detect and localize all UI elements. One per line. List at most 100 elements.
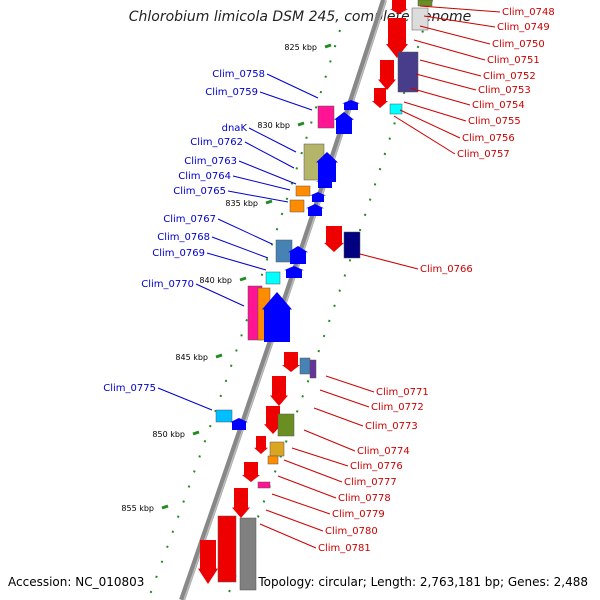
gene-label-reverse: Clim_0776 — [350, 461, 403, 472]
kbp-tick-mark — [265, 199, 273, 205]
kbp-tick-mark — [161, 504, 169, 510]
gene-label-reverse: Clim_0777 — [344, 477, 397, 488]
leader-line — [265, 509, 324, 532]
leader-line — [399, 109, 461, 139]
gene-clim-0772b — [309, 359, 317, 379]
leader-line — [319, 389, 370, 408]
leader-line — [211, 236, 269, 259]
gene-clim-0752 — [397, 51, 419, 93]
gene-clim-0769 — [265, 271, 281, 285]
gene-label-reverse: Clim_0771 — [376, 387, 429, 398]
leader-line — [227, 190, 289, 203]
leader-line — [277, 475, 337, 499]
kbp-tick-mark — [297, 121, 305, 127]
leader-line — [217, 218, 273, 245]
leader-line — [423, 15, 496, 28]
gene-label-forward: Clim_0770 — [141, 279, 194, 290]
gene-clim-0781b — [239, 517, 257, 591]
gene-clim-0766 — [324, 226, 344, 252]
gene-clim-0759b — [334, 112, 354, 134]
gene-label-reverse: Clim_0778 — [338, 493, 391, 504]
gene-clim-0748 — [390, 0, 408, 14]
leader-line — [359, 253, 419, 270]
leader-line — [283, 459, 343, 483]
topology-label: Topology: circular; Length: 2,763,181 bp… — [258, 575, 588, 589]
leader-line — [419, 59, 482, 77]
leader-line — [409, 87, 471, 106]
gene-label-forward: Clim_0764 — [178, 171, 231, 182]
kbp-tick-label: 825 kbp — [284, 43, 317, 52]
leader-line — [195, 283, 245, 307]
gene-label-forward: Clim_0758 — [212, 69, 265, 80]
gene-label-reverse: Clim_0774 — [357, 446, 410, 457]
kbp-tick-mark — [239, 276, 247, 282]
gene-clim-0750 — [411, 7, 429, 31]
kbp-tick-mark — [192, 430, 200, 436]
genome-title: Chlorobium limicola DSM 245, complete ge… — [128, 9, 472, 25]
gene-clim-0775b — [230, 418, 248, 430]
kbp-tick-mark — [215, 353, 223, 359]
gene-label-forward: Clim_0767 — [163, 214, 216, 225]
gene-clim-0781c — [198, 540, 218, 584]
kbp-tick-label: 855 kbp — [121, 504, 154, 513]
gene-clim-0781 — [217, 515, 237, 583]
gene-label-reverse: Clim_0753 — [478, 85, 531, 96]
leader-line — [271, 493, 331, 515]
gene-label-forward: Clim_0762 — [190, 137, 243, 148]
gene-clim-0773 — [270, 376, 288, 406]
gene-label-reverse: Clim_0766 — [420, 264, 473, 275]
kbp-tick-label: 830 kbp — [257, 121, 290, 130]
gene-clim-0751 — [386, 18, 408, 58]
gene-label-reverse: Clim_0749 — [497, 22, 550, 33]
gene-label-reverse: Clim_0781 — [318, 543, 371, 554]
gene-clim-0754 — [372, 88, 388, 108]
gene-clim-0779 — [257, 481, 271, 489]
leader-line — [232, 175, 291, 191]
accession-label: Accession: NC_010803 — [8, 575, 145, 589]
leader-line — [266, 73, 319, 99]
gene-label-reverse: Clim_0772 — [371, 402, 424, 413]
leader-line — [238, 160, 297, 185]
gene-label-forward: Clim_0765 — [173, 186, 226, 197]
gene-label-reverse: Clim_0755 — [468, 116, 521, 127]
gene-clim-0764b — [310, 192, 326, 202]
gene-clim-0774 — [264, 406, 282, 434]
genome-backbone-highlight — [183, 0, 387, 600]
leader-line — [413, 39, 486, 61]
leader-line — [244, 141, 295, 169]
gene-clim-0759 — [317, 105, 335, 129]
gene-label-reverse: Clim_0780 — [325, 526, 378, 537]
gene-label-forward: Clim_0768 — [157, 232, 210, 243]
gene-clim-0778 — [242, 462, 260, 482]
gene-label-reverse: Clim_0754 — [472, 100, 525, 111]
gene-clim-0764 — [295, 185, 311, 197]
gene-clim-0767 — [275, 239, 293, 263]
gene-label-forward: Clim_0769 — [152, 248, 205, 259]
gene-clim-0749 — [417, 0, 433, 7]
gene-label-reverse: Clim_0752 — [483, 71, 536, 82]
gene-clim-0776b — [269, 441, 285, 457]
gene-clim-0776 — [254, 436, 268, 454]
gene-clim-0770c — [262, 292, 292, 342]
kbp-tick-label: 835 kbp — [225, 199, 258, 208]
gene-clim-0753 — [378, 60, 396, 90]
leader-line — [313, 407, 364, 427]
gene-label-reverse: Clim_0779 — [332, 509, 385, 520]
leader-line — [419, 5, 501, 13]
gene-label-reverse: Clim_0773 — [365, 421, 418, 432]
kbp-tick-mark — [324, 43, 332, 49]
gene-clim-0766b — [343, 231, 361, 259]
gene-clim-0758 — [342, 100, 360, 110]
gene-clim-0763 — [316, 178, 334, 188]
leader-line — [393, 115, 456, 155]
gene-label-forward: Clim_0759 — [205, 87, 258, 98]
gene-label-forward: dnaK — [222, 123, 248, 134]
leader-line — [291, 447, 349, 467]
outer-guide-arc — [225, 0, 433, 600]
gene-label-reverse: Clim_0757 — [457, 149, 510, 160]
gene-clim-0780 — [232, 488, 250, 518]
leader-line — [419, 25, 491, 45]
leader-line — [415, 73, 477, 91]
gene-label-reverse: Clim_0756 — [462, 133, 515, 144]
